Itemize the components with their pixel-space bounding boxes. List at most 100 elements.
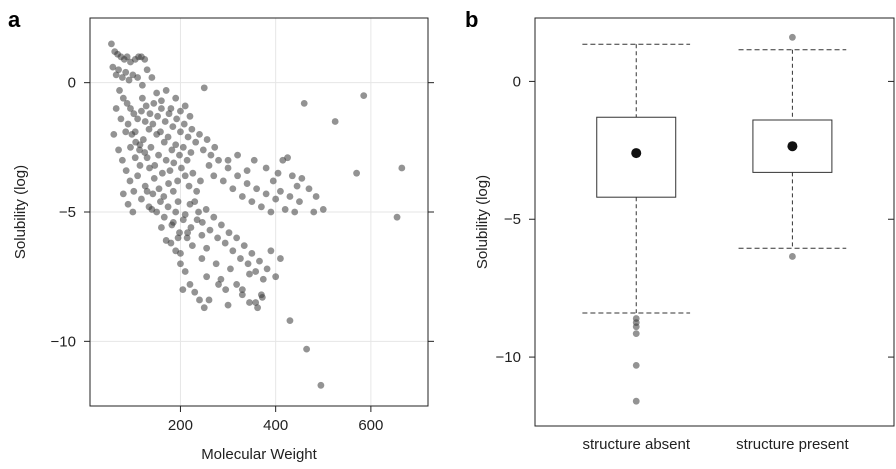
- data-point: [198, 231, 206, 239]
- data-point: [202, 206, 210, 213]
- data-point: [143, 66, 151, 74]
- boxplot-ticks: structure absent structure present 0 −5 −10: [496, 73, 894, 453]
- data-point: [217, 275, 225, 283]
- data-point: [296, 198, 303, 206]
- category-label: structure present: [736, 436, 849, 453]
- data-point: [199, 146, 207, 154]
- data-point: [305, 185, 313, 193]
- data-point: [200, 84, 208, 92]
- data-point: [272, 195, 280, 203]
- data-point: [174, 234, 182, 242]
- data-point: [191, 288, 199, 296]
- data-point: [206, 226, 214, 234]
- data-point: [124, 200, 132, 208]
- data-point: [174, 198, 182, 206]
- data-point: [246, 299, 253, 306]
- data-point: [193, 187, 201, 195]
- outlier-point: [632, 323, 640, 331]
- data-point: [181, 268, 189, 275]
- data-point: [158, 97, 165, 105]
- data-point: [197, 177, 204, 185]
- data-point: [277, 187, 284, 195]
- data-point: [185, 182, 193, 190]
- y-tick-label: −5: [504, 211, 521, 228]
- data-point: [291, 208, 299, 216]
- data-point: [160, 138, 168, 146]
- data-point: [149, 120, 157, 128]
- x-axis-label: Molecular Weight: [201, 446, 317, 463]
- data-point: [187, 224, 195, 231]
- data-point: [123, 99, 131, 107]
- data-point: [177, 128, 184, 136]
- data-point: [233, 234, 241, 242]
- data-point: [298, 174, 306, 182]
- data-point: [165, 110, 173, 118]
- data-point: [158, 224, 165, 231]
- data-point: [125, 76, 133, 84]
- data-point: [252, 268, 260, 275]
- data-point: [205, 296, 213, 304]
- data-point: [203, 273, 211, 281]
- data-point: [240, 242, 248, 250]
- data-point: [253, 185, 261, 193]
- y-tick-label: −5: [59, 204, 76, 221]
- outlier-point: [632, 397, 640, 405]
- data-point: [154, 112, 162, 120]
- data-point: [150, 99, 158, 107]
- data-point: [124, 120, 132, 128]
- category-label: structure absent: [582, 436, 690, 453]
- data-point: [176, 229, 183, 237]
- data-point: [222, 286, 230, 293]
- data-point: [139, 136, 147, 143]
- data-point: [186, 112, 194, 120]
- data-point: [119, 94, 127, 102]
- data-point: [172, 141, 180, 149]
- data-point: [284, 154, 291, 162]
- data-point: [179, 216, 187, 224]
- data-point: [196, 131, 203, 138]
- data-point: [165, 180, 172, 187]
- data-point: [250, 156, 258, 164]
- data-point: [172, 208, 180, 216]
- data-point: [243, 167, 251, 175]
- data-point: [186, 200, 194, 208]
- data-point: [178, 164, 185, 172]
- data-point: [173, 115, 181, 123]
- data-point: [160, 213, 168, 221]
- data-point: [153, 89, 161, 97]
- data-point: [244, 260, 252, 268]
- data-point: [134, 74, 142, 81]
- data-point: [259, 275, 267, 283]
- data-point: [248, 198, 256, 206]
- data-point: [200, 304, 208, 312]
- data-point: [180, 120, 188, 128]
- outlier-point: [632, 361, 640, 369]
- data-point: [148, 74, 156, 81]
- data-point: [238, 286, 246, 293]
- data-point: [141, 149, 149, 156]
- data-point: [147, 143, 155, 151]
- data-point: [246, 270, 253, 278]
- data-point: [257, 203, 265, 211]
- y-axis-label: Solubility (log): [12, 165, 29, 259]
- data-point: [203, 136, 211, 143]
- x-tick-label: 200: [168, 417, 193, 434]
- data-point: [157, 198, 164, 206]
- data-point: [143, 187, 151, 195]
- data-point: [353, 169, 360, 177]
- data-point: [141, 118, 149, 125]
- data-point: [263, 265, 271, 273]
- data-point: [224, 164, 232, 172]
- data-point: [129, 208, 137, 216]
- median-dot: [787, 141, 798, 152]
- data-point: [177, 249, 184, 257]
- data-point: [168, 146, 176, 154]
- data-point: [141, 182, 149, 190]
- data-point: [176, 151, 183, 159]
- data-point: [233, 281, 241, 288]
- data-point: [198, 218, 206, 226]
- data-point: [181, 172, 189, 180]
- data-point: [118, 156, 126, 164]
- data-point: [130, 110, 138, 118]
